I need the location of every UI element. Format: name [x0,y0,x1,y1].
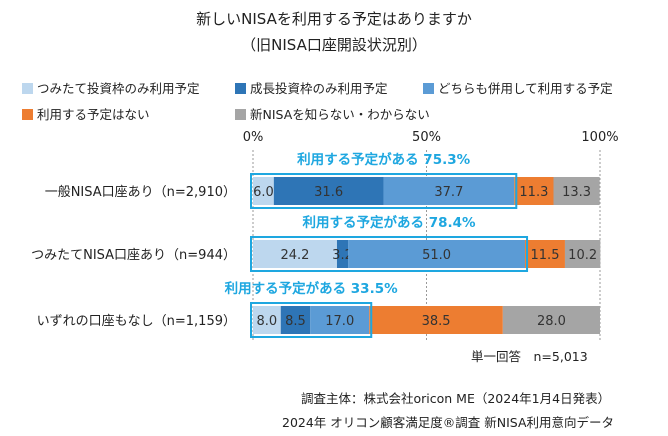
chart-subtitle: （旧NISA口座開設状況別） [241,36,427,54]
highlight-box [250,302,373,338]
bar-segment [553,177,600,205]
legend-swatch [235,109,246,120]
data-label: 8.5 [285,314,306,329]
data-label: 13.3 [562,185,591,200]
legend-label: 利用する予定はない [37,107,150,122]
bar-segment [514,177,554,205]
bar-segment [564,240,601,268]
data-label: 10.2 [568,248,597,263]
x-tick-label: 0% [243,130,264,145]
legend-item: 利用する予定はない [22,104,150,123]
legend-item: 新NISAを知らない・わからない [235,104,430,123]
annotation-label: 利用する予定がある 75.3% [297,151,471,168]
data-label: 11.5 [531,248,560,263]
bar-segment [369,306,503,334]
legend-label: つみたて投資枠のみ利用予定 [37,81,200,96]
x-tick-label: 100% [581,130,618,145]
category-label: つみたてNISA口座あり（n=944） [31,248,236,263]
data-label: 28.0 [537,314,566,329]
bar-segment [253,177,274,205]
survey-by-note: 調査主体：株式会社oricon ME（2024年1月4日発表） [301,391,611,406]
legend-label: 成長投資枠のみ利用予定 [250,81,388,96]
data-label: 11.3 [519,185,548,200]
legend-swatch [423,83,434,94]
legend-item: つみたて投資枠のみ利用予定 [22,78,200,97]
highlight-box [250,173,518,209]
bar-segment [280,306,311,334]
data-label: 31.6 [314,185,343,200]
bar-segment [348,240,526,268]
data-label: 3.2 [332,248,353,263]
data-label: 51.0 [422,248,451,263]
chart-title: 新しいNISAを利用する予定はありますか [196,10,472,28]
category-label: いずれの口座もなし（n=1,159） [37,314,236,329]
data-label: 37.7 [434,185,463,200]
legend-label: どちらも併用して利用する予定 [438,81,613,96]
data-label: 6.0 [253,185,274,200]
legend-label: 新NISAを知らない・わからない [250,107,430,122]
data-label: 17.0 [325,314,354,329]
data-label: 24.2 [281,248,310,263]
bar-segment [253,306,281,334]
bar-segment [273,177,384,205]
legend-item: 成長投資枠のみ利用予定 [235,78,388,97]
x-tick-label: 50% [412,130,441,145]
bar-segment [310,306,370,334]
legend-item: どちらも併用して利用する予定 [423,78,613,97]
category-label: 一般NISA口座あり（n=2,910） [45,184,236,200]
highlight-box [250,236,529,272]
data-label: 8.0 [257,314,278,329]
answer-type-note: 単一回答 n=5,013 [471,349,588,364]
legend-swatch [22,83,33,94]
data-label: 38.5 [422,314,451,329]
source-note: 2024年 オリコン顧客満足度®調査 新NISA利用意向データ [282,415,615,430]
bar-segment [383,177,515,205]
bar-segment [253,240,337,268]
bar-segment [502,306,600,334]
bar-segment [525,240,565,268]
bar-segment [336,240,349,268]
annotation-label: 利用する予定がある 33.5% [225,280,399,297]
legend-swatch [235,83,246,94]
legend-swatch [22,109,33,120]
annotation-label: 利用する予定がある 78.4% [303,214,477,231]
